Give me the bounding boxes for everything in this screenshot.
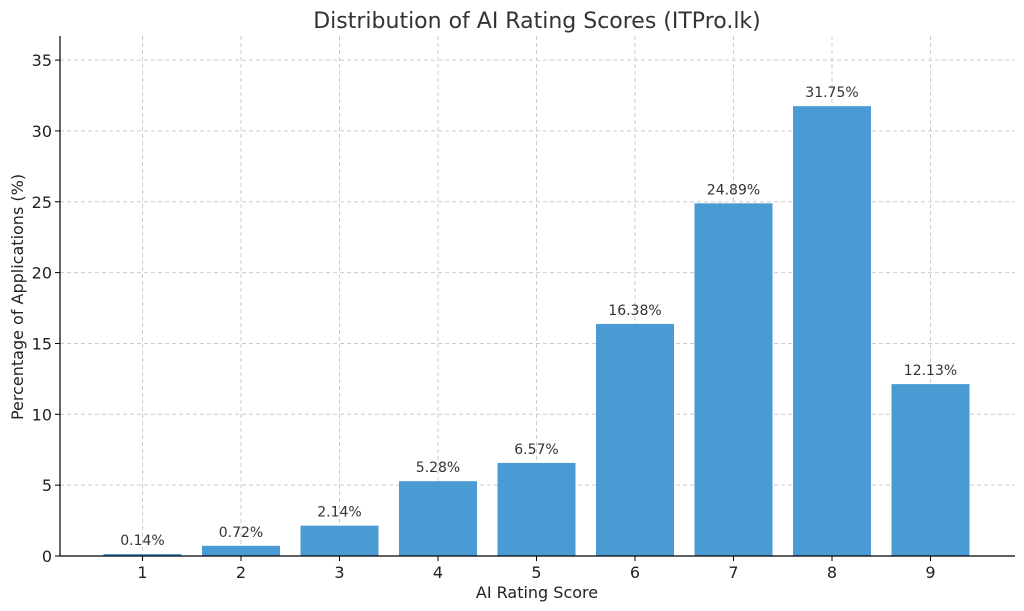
x-tick-label: 5 bbox=[531, 563, 541, 582]
bar-value-label: 5.28% bbox=[416, 460, 460, 476]
y-axis-label: Percentage of Applications (%) bbox=[8, 174, 27, 420]
bar bbox=[399, 481, 477, 556]
bars bbox=[103, 106, 970, 557]
bar bbox=[202, 545, 280, 556]
chart-title: Distribution of AI Rating Scores (ITPro.… bbox=[313, 9, 761, 34]
data-labels: 0.14% 0.72% 2.14% 5.28% 6.57% 16.38% 24.89% 31.… bbox=[120, 85, 957, 549]
bar bbox=[103, 554, 182, 556]
x-tick-label: 2 bbox=[236, 563, 246, 582]
bar-value-label: 0.14% bbox=[120, 533, 164, 549]
bar-value-label: 24.89% bbox=[707, 182, 760, 198]
bar bbox=[891, 384, 970, 556]
axes: 0 5 10 15 20 25 30 35 1 2 3 4 5 6 7 8 9 bbox=[32, 36, 1015, 582]
x-tick-label: 9 bbox=[925, 563, 935, 582]
y-tick-label: 15 bbox=[32, 334, 52, 353]
bar bbox=[694, 203, 773, 556]
y-tick-label: 10 bbox=[32, 405, 52, 424]
bar bbox=[793, 106, 871, 557]
bar-value-label: 12.13% bbox=[904, 363, 957, 379]
y-tick-label: 0 bbox=[42, 547, 52, 566]
x-tick-label: 6 bbox=[630, 563, 640, 582]
bar bbox=[497, 462, 576, 556]
bar-value-label: 6.57% bbox=[514, 442, 558, 458]
bar bbox=[596, 323, 674, 556]
x-axis-label: AI Rating Score bbox=[476, 583, 598, 602]
x-tick-label: 7 bbox=[728, 563, 738, 582]
y-tick-label: 35 bbox=[32, 51, 52, 70]
x-tick-label: 3 bbox=[334, 563, 344, 582]
bar-value-label: 2.14% bbox=[317, 505, 361, 521]
y-tick-label: 20 bbox=[32, 264, 52, 283]
y-tick-label: 5 bbox=[42, 476, 52, 495]
x-tick-label: 8 bbox=[827, 563, 837, 582]
x-tick-label: 1 bbox=[137, 563, 147, 582]
y-tick-label: 30 bbox=[32, 122, 52, 141]
bar bbox=[300, 525, 379, 556]
bar-value-label: 0.72% bbox=[219, 525, 263, 541]
x-tick-label: 4 bbox=[433, 563, 443, 582]
y-tick-label: 25 bbox=[32, 193, 52, 212]
bar-value-label: 16.38% bbox=[608, 303, 661, 319]
bar-value-label: 31.75% bbox=[805, 85, 858, 101]
